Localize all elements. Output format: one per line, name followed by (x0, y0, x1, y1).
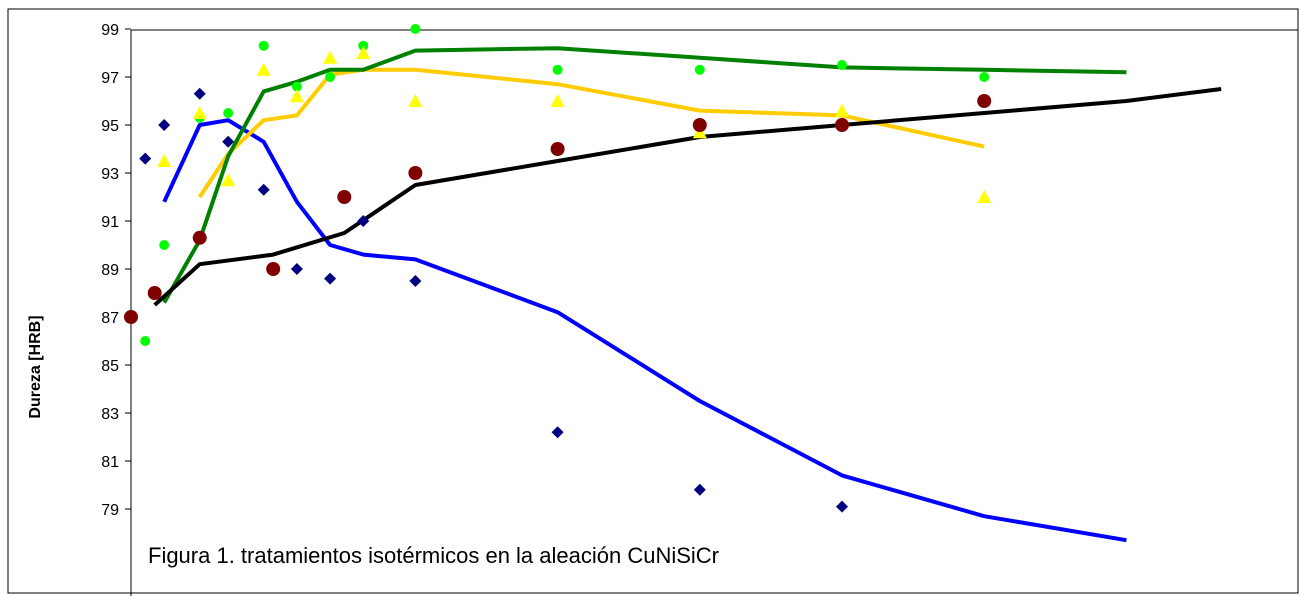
chart-frame (7, 8, 1299, 594)
data-point-series-3 (221, 173, 236, 187)
data-point-series-3 (835, 103, 849, 117)
data-point-series-2 (552, 64, 563, 75)
data-point-series-2 (159, 240, 170, 250)
y-tick-label: 95 (101, 118, 119, 135)
trend-line-3 (162, 46, 1127, 304)
data-point-series-2 (358, 40, 369, 51)
data-point-series-3 (289, 89, 304, 103)
data-point-series-1 (324, 272, 337, 285)
data-point-series-4 (835, 118, 849, 132)
data-point-series-2 (291, 81, 302, 92)
data-point-series-1 (158, 119, 171, 131)
data-point-series-3 (550, 94, 565, 107)
data-point-series-4 (266, 262, 281, 276)
y-tick-label: 93 (101, 166, 119, 183)
data-point-series-1 (139, 152, 152, 165)
data-point-series-2 (837, 60, 847, 70)
data-point-series-3 (256, 62, 271, 76)
data-point-series-2 (325, 72, 336, 82)
data-point-series-1 (357, 215, 370, 227)
y-tick-label: 91 (101, 214, 119, 231)
data-point-series-3 (323, 50, 338, 64)
data-point-series-4 (550, 142, 565, 156)
y-tick-label: 89 (101, 262, 119, 279)
data-point-series-2 (410, 24, 421, 34)
data-point-series-4 (977, 94, 992, 108)
data-point-series-4 (124, 310, 138, 324)
data-point-series-2 (979, 72, 990, 82)
data-point-series-1 (836, 500, 848, 513)
y-tick-label: 87 (101, 310, 119, 327)
data-point-series-1 (193, 87, 206, 100)
y-axis-label: Dureza [HRB] (27, 315, 44, 418)
data-point-series-3 (356, 46, 371, 59)
data-point-series-2 (694, 64, 705, 75)
data-point-series-4 (337, 190, 352, 204)
data-point-series-1 (222, 135, 235, 148)
data-point-series-4 (147, 286, 162, 300)
data-point-series-3 (408, 94, 423, 107)
trend-lines (153, 46, 1222, 543)
data-point-series-1 (257, 183, 270, 196)
data-point-series-3 (977, 190, 992, 203)
data-point-series-2 (140, 336, 151, 346)
data-point-series-2 (223, 108, 234, 118)
data-point-series-4 (692, 118, 707, 132)
data-point-series-3 (157, 154, 172, 167)
y-ticks: 79 81 83 85 87 89 91 93 95 97 99 (101, 22, 131, 519)
trend-line-1 (162, 118, 1127, 543)
y-tick-label: 79 (101, 502, 119, 519)
y-tick-label: 85 (101, 358, 119, 375)
data-point-series-1 (551, 426, 564, 439)
trend-line-4 (153, 87, 1222, 307)
trend-line-2 (198, 67, 985, 199)
y-tick-label: 81 (101, 454, 119, 471)
data-point-series-1 (409, 275, 422, 287)
data-point-series-4 (192, 230, 207, 245)
y-tick-label: 99 (101, 22, 119, 39)
data-point-series-4 (408, 166, 423, 180)
data-markers (124, 24, 992, 513)
chart-annotation: Figura 1. tratamientos isotérmicos en la… (148, 543, 719, 568)
data-point-series-1 (290, 263, 303, 275)
y-tick-label: 97 (101, 70, 119, 87)
y-tick-label: 83 (101, 406, 119, 423)
data-point-series-3 (192, 106, 207, 119)
data-point-series-2 (258, 40, 269, 51)
data-point-series-1 (693, 483, 706, 496)
